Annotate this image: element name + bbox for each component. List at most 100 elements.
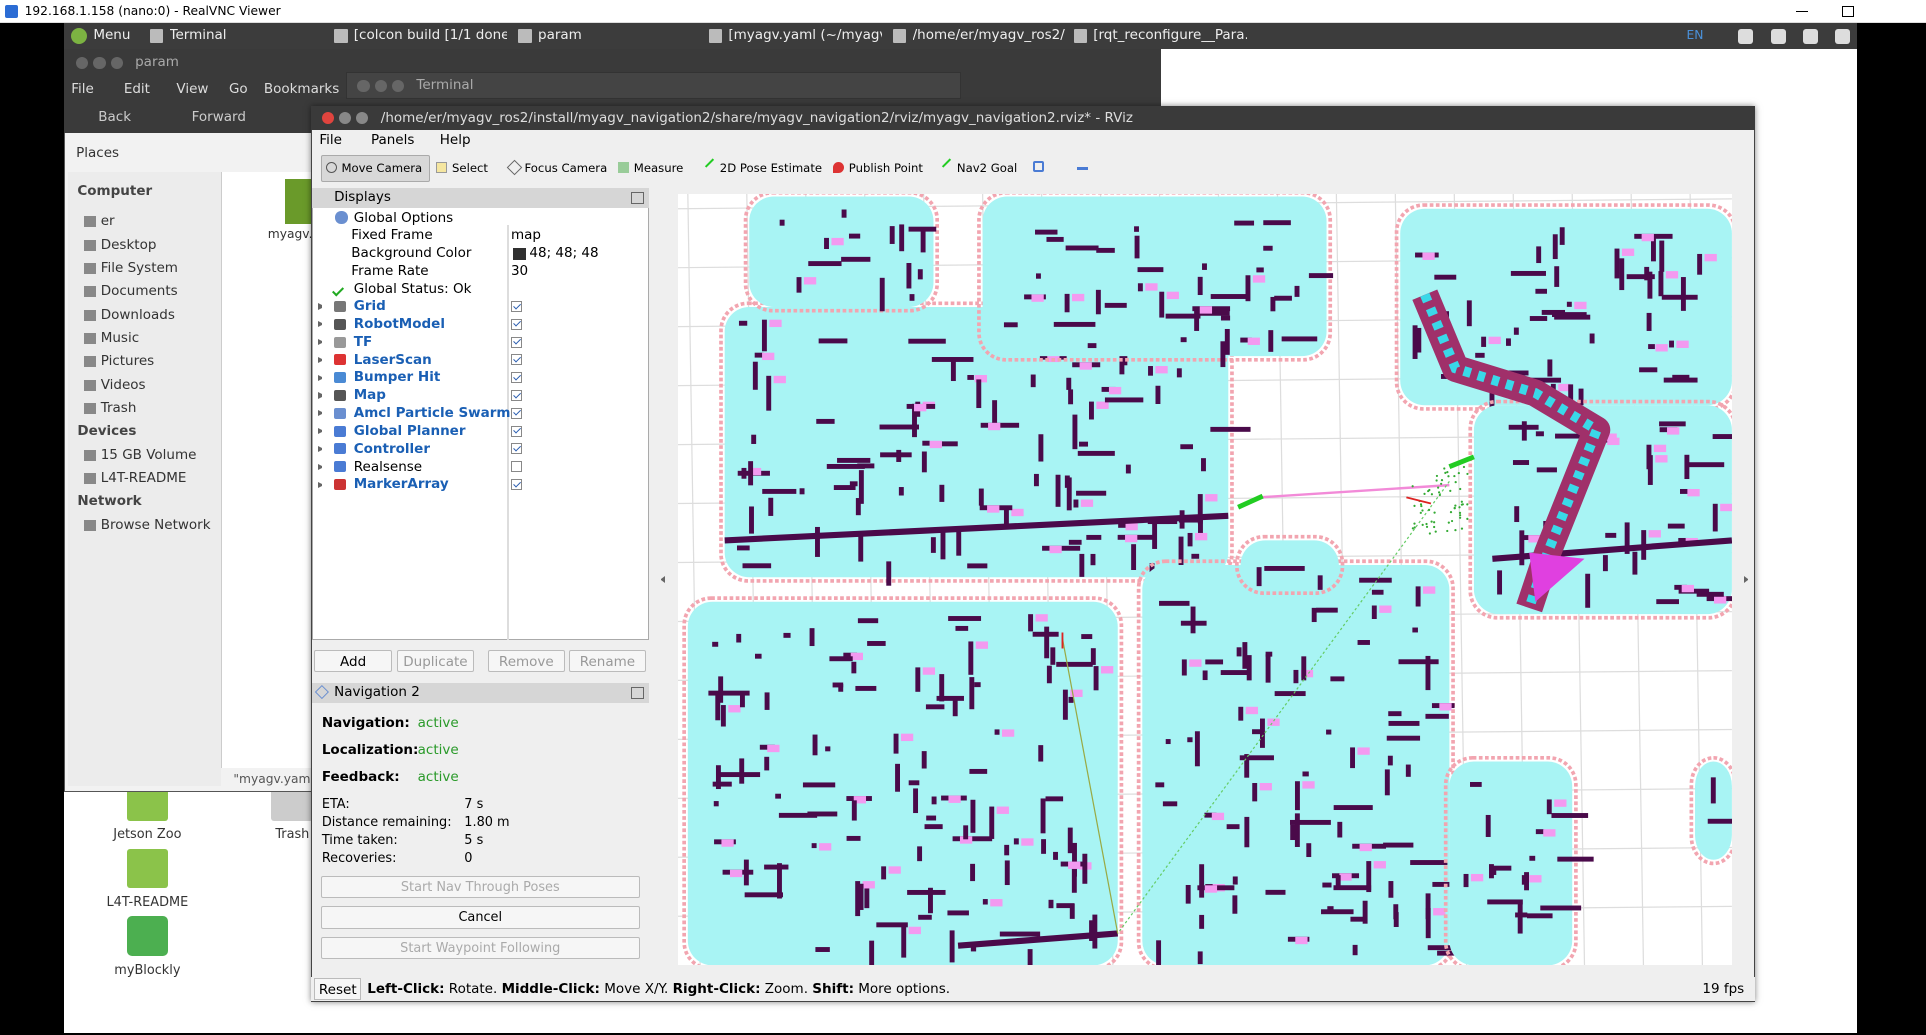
fm-menu-item[interactable]: View xyxy=(176,81,209,98)
display-item[interactable]: Grid xyxy=(353,298,386,315)
map-view[interactable] xyxy=(678,194,1732,966)
terminal-window-button[interactable] xyxy=(357,79,370,93)
taskbar-item[interactable]: /home/er/myagv_ros2/... xyxy=(912,27,1067,44)
display-checkbox[interactable] xyxy=(510,461,523,473)
fm-place[interactable]: Music xyxy=(100,329,140,346)
display-checkbox[interactable] xyxy=(510,389,523,402)
taskbar-item[interactable]: [myagv.yaml (~/myagv... xyxy=(728,27,882,44)
obstacle xyxy=(855,686,877,691)
display-checkbox[interactable] xyxy=(510,479,523,491)
display-checkbox[interactable] xyxy=(510,372,523,384)
rviz-menu-item[interactable]: Panels xyxy=(370,132,415,149)
display-checkbox[interactable] xyxy=(510,443,523,455)
fm-forward[interactable]: Forward xyxy=(191,109,246,126)
desktop-icon[interactable] xyxy=(126,916,169,956)
display-item[interactable]: Map xyxy=(353,387,386,404)
display-button[interactable]: Remove xyxy=(487,649,566,672)
fm-place[interactable]: Desktop xyxy=(100,236,157,253)
fm-place-icon xyxy=(83,379,96,391)
obstacle xyxy=(1517,903,1523,934)
obstacle xyxy=(1602,555,1608,572)
display-checkbox[interactable] xyxy=(510,300,523,312)
fm-menu-item[interactable]: File xyxy=(71,81,94,98)
fm-menu-item[interactable]: Edit xyxy=(123,81,150,98)
fm-place[interactable]: Browse Network xyxy=(100,516,211,533)
display-checkbox[interactable] xyxy=(510,354,523,366)
obstacle xyxy=(1065,245,1099,251)
rviz-window-button[interactable] xyxy=(321,111,335,125)
fm-menu-item[interactable]: Bookmarks xyxy=(263,81,340,98)
tool-button[interactable]: Select xyxy=(452,161,488,176)
rviz-titlebar xyxy=(310,105,1756,131)
obstacle xyxy=(1263,245,1273,251)
tool-button[interactable]: 2D Pose Estimate xyxy=(719,161,823,176)
reset-button[interactable]: Reset xyxy=(314,977,362,1000)
particle xyxy=(1428,488,1431,492)
rviz-window-button[interactable] xyxy=(339,111,352,125)
tool-button[interactable]: Measure xyxy=(633,161,684,176)
fm-window-button[interactable] xyxy=(76,56,89,69)
fm-place[interactable]: Pictures xyxy=(100,353,155,370)
tool-button[interactable]: Move Camera xyxy=(341,161,423,176)
nav-button[interactable]: Start Waypoint Following xyxy=(320,937,640,960)
obstacle xyxy=(908,338,946,344)
fm-place[interactable]: Videos xyxy=(100,376,146,393)
taskbar-menu[interactable]: Menu xyxy=(93,27,131,44)
tool-remove[interactable] xyxy=(1077,167,1089,170)
fm-place[interactable]: Downloads xyxy=(100,306,175,323)
obstacle xyxy=(1416,328,1422,353)
taskbar-item[interactable]: Terminal xyxy=(169,27,227,44)
fm-place[interactable]: Trash xyxy=(100,399,137,416)
fm-section-title: Network xyxy=(77,493,142,510)
taskbar-item[interactable]: [colcon build [1/1 done... xyxy=(353,27,508,44)
terminal-window-button[interactable] xyxy=(391,79,405,93)
fm-window-button[interactable] xyxy=(110,56,123,69)
window-maximize[interactable] xyxy=(1842,6,1854,18)
display-button[interactable]: Duplicate xyxy=(396,649,475,672)
obstacle xyxy=(1191,553,1200,559)
display-item[interactable]: LaserScan xyxy=(353,351,432,368)
fm-place[interactable]: Documents xyxy=(100,283,178,300)
fm-place[interactable]: er xyxy=(100,213,115,230)
rviz-menu-item[interactable]: Help xyxy=(439,132,471,149)
display-checkbox[interactable] xyxy=(510,336,523,348)
tool-add[interactable] xyxy=(1033,160,1045,172)
panel-close[interactable] xyxy=(631,686,644,699)
taskbar-item[interactable]: param xyxy=(538,27,582,44)
display-expander xyxy=(318,321,323,328)
display-item[interactable]: Amcl Particle Swarm xyxy=(353,405,511,422)
display-item[interactable]: Controller xyxy=(353,440,430,457)
nav-button[interactable]: Cancel xyxy=(320,906,640,929)
display-checkbox[interactable] xyxy=(510,407,523,419)
tool-button[interactable]: Publish Point xyxy=(848,161,923,176)
display-item[interactable]: MarkerArray xyxy=(353,476,449,493)
window-minimize[interactable] xyxy=(1795,11,1809,13)
display-checkbox[interactable] xyxy=(510,318,523,330)
display-button[interactable]: Add xyxy=(314,649,392,672)
display-item[interactable]: RobotModel xyxy=(353,316,445,333)
fm-place[interactable]: 15 GB Volume xyxy=(100,446,197,463)
obstacle xyxy=(1205,659,1224,665)
panel-close[interactable] xyxy=(631,191,644,204)
display-checkbox[interactable] xyxy=(510,425,523,437)
display-button[interactable]: Rename xyxy=(568,649,647,672)
display-item[interactable]: TF xyxy=(353,333,373,350)
tool-button[interactable]: Focus Camera xyxy=(524,161,608,176)
taskbar-item[interactable]: [rqt_reconfigure__Para... xyxy=(1093,27,1247,44)
display-item[interactable]: Bumper Hit xyxy=(353,369,441,386)
fm-back[interactable]: Back xyxy=(98,109,132,126)
fm-window-button[interactable] xyxy=(93,56,106,69)
terminal-window-button[interactable] xyxy=(374,79,387,93)
nav-button[interactable]: Start Nav Through Poses xyxy=(320,875,640,898)
rviz-menu-item[interactable]: File xyxy=(319,132,342,149)
costmap-cell xyxy=(1068,861,1081,870)
display-item[interactable]: Global Planner xyxy=(353,422,466,439)
window-close[interactable] xyxy=(1885,0,1905,23)
rviz-window-button[interactable] xyxy=(356,111,369,125)
display-item[interactable]: Realsense xyxy=(353,458,423,475)
fm-place[interactable]: L4T-README xyxy=(100,469,187,486)
fm-place[interactable]: File System xyxy=(100,259,178,276)
fm-menu-item[interactable]: Go xyxy=(228,81,248,98)
desktop-icon[interactable] xyxy=(126,848,169,889)
tool-button[interactable]: Nav2 Goal xyxy=(956,161,1018,176)
